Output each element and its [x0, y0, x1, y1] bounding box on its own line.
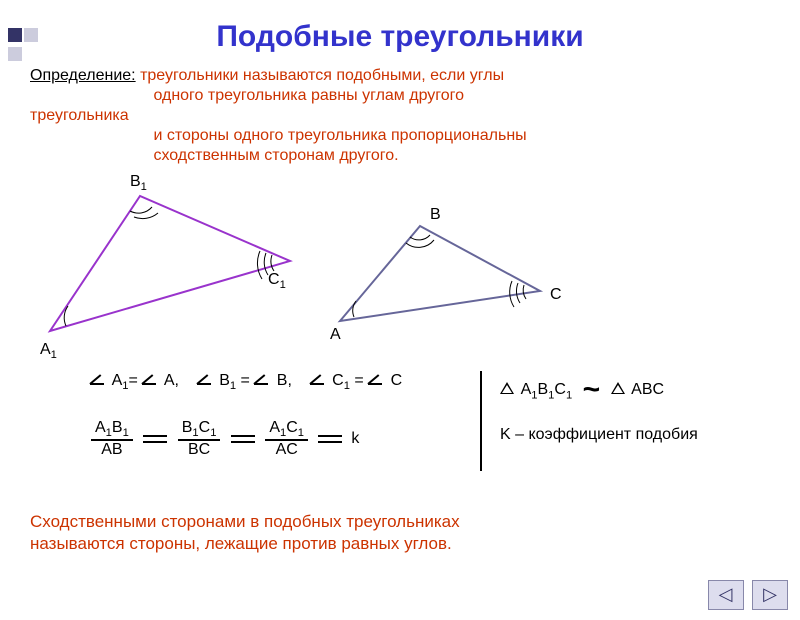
equals-icon	[143, 434, 167, 444]
tilde-icon: ~	[583, 373, 601, 406]
label-A: A	[330, 326, 341, 344]
angle-icon	[254, 371, 270, 385]
page-title: Подобные треугольники	[0, 20, 800, 54]
def-line3a: треугольника	[30, 107, 129, 124]
def-line1: треугольники называются подобными, если …	[140, 67, 504, 84]
prev-button[interactable]: ◁	[708, 580, 744, 610]
k-coefficient-note: K – коэффициент подобия	[500, 426, 698, 444]
nav-buttons: ◁ ▷	[704, 580, 788, 610]
label-A1: A1	[40, 341, 57, 361]
next-button[interactable]: ▷	[752, 580, 788, 610]
ratio-equalities: A1B1 AB B1C1 BC A1C1 AC k	[85, 419, 359, 459]
angle-icon	[368, 371, 384, 385]
triangles-area: A1 B1 C1 A B C	[30, 171, 770, 371]
triangles-svg	[30, 171, 590, 371]
bottom-note: Сходственными сторонами в подобных треуг…	[30, 511, 770, 555]
angle-icon	[197, 371, 213, 385]
angle-icon	[90, 371, 106, 385]
angle-equalities: A1= A, B1 = B, C1 = C	[90, 371, 770, 392]
triangle-icon	[611, 382, 625, 394]
label-C: C	[550, 286, 562, 304]
formulas-block: A1= A, B1 = B, C1 = C A1B1 AB B1C1 BC A1…	[30, 371, 770, 501]
def-line2: одного треугольника равны углам другого	[153, 87, 464, 104]
label-B1: B1	[130, 173, 147, 193]
definition-block: Определение: треугольники называются под…	[30, 66, 770, 166]
decor-squares	[8, 28, 40, 66]
def-line4: сходственным сторонам другого.	[153, 147, 398, 164]
equals-icon	[231, 434, 255, 444]
similarity-statement: A1B1C1 ~ ABC	[500, 373, 664, 407]
divider-line	[480, 371, 482, 471]
triangle-2	[340, 226, 540, 321]
angle-icon	[310, 371, 326, 385]
def-label: Определение:	[30, 67, 136, 84]
label-B: B	[430, 206, 441, 224]
angle-icon	[142, 371, 158, 385]
triangle-icon	[500, 382, 514, 394]
triangle-1	[50, 196, 290, 331]
label-C1: C1	[268, 271, 286, 291]
def-line3b: и стороны одного треугольника пропорцион…	[153, 127, 526, 144]
equals-icon	[318, 434, 342, 444]
